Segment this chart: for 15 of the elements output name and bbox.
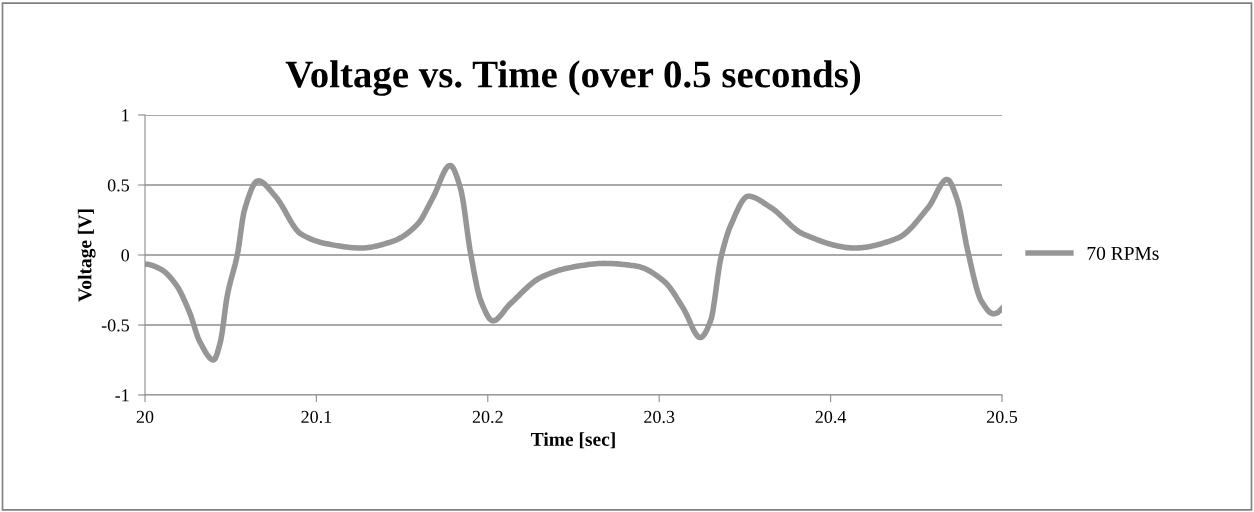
x-axis-title: Time [sec] [531, 432, 615, 449]
x-tick-label: 20.3 [644, 410, 675, 424]
chart-title: Voltage vs. Time (over 0.5 seconds) [285, 60, 861, 96]
y-tick-label: -1 [115, 389, 129, 402]
x-tick-label: 20.1 [301, 410, 332, 424]
y-tick-label: 1 [122, 109, 129, 122]
y-tick-label: -0.5 [101, 319, 130, 332]
x-tick-label: 20.4 [815, 410, 847, 424]
y-tick-label: 0 [121, 249, 130, 262]
x-tick-label: 20.2 [472, 410, 503, 424]
y-tick-label: 0.5 [107, 179, 130, 192]
y-axis-title: Voltage [V] [77, 209, 96, 302]
x-tick-label: 20 [136, 410, 154, 423]
x-tick-label: 20.5 [986, 410, 1018, 424]
legend-label: 70 RPMs [1087, 246, 1159, 260]
